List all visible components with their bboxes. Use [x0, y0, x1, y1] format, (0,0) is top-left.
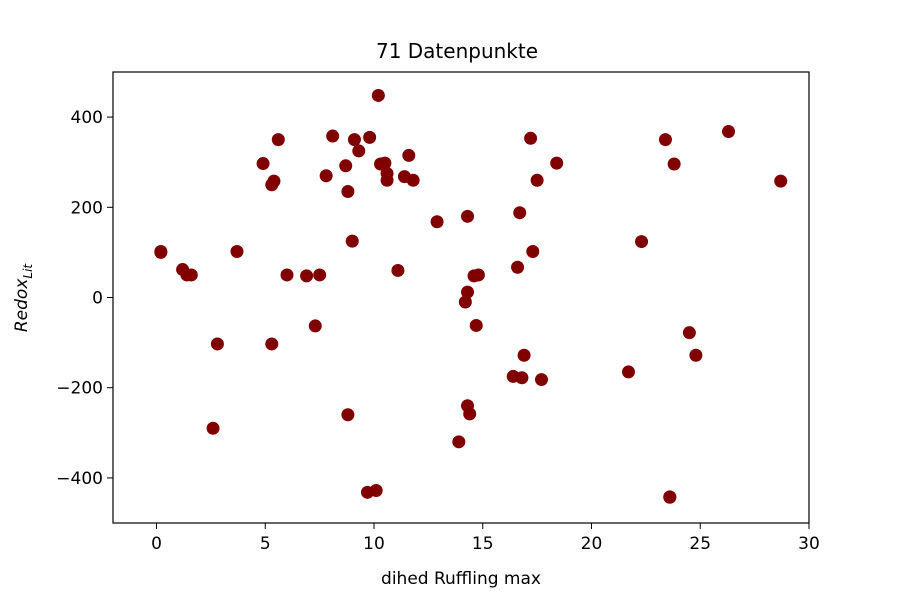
data-point [339, 159, 353, 173]
y-tick-label: −400 [56, 469, 103, 489]
x-axis-ticks: 0 5 10 15 20 25 30 [151, 523, 820, 554]
data-point [452, 435, 466, 449]
data-point [280, 268, 294, 282]
data-point [515, 371, 529, 385]
x-tick-label: 20 [581, 534, 603, 554]
data-point [430, 215, 444, 229]
data-point [319, 169, 333, 183]
data-point [406, 173, 420, 187]
y-tick-label: −200 [56, 379, 103, 399]
y-axis-ticks: −400 −200 0 200 400 [56, 108, 113, 489]
data-point [550, 156, 564, 170]
data-point [471, 268, 485, 282]
data-point [517, 348, 531, 362]
data-point [458, 295, 472, 309]
x-tick-label: 0 [151, 534, 162, 554]
data-point [345, 234, 359, 248]
data-point [230, 244, 244, 258]
data-point [363, 130, 377, 144]
x-tick-label: 15 [472, 534, 494, 554]
data-point [378, 156, 392, 170]
data-point [635, 235, 649, 249]
data-point [341, 408, 355, 422]
data-point [341, 185, 355, 199]
data-point [391, 263, 405, 277]
data-point [461, 209, 475, 223]
y-axis-label-base: Redox [12, 278, 32, 332]
data-point [469, 318, 483, 332]
data-point [347, 133, 361, 147]
data-point [461, 285, 475, 299]
data-point [326, 129, 340, 143]
data-point [265, 337, 279, 351]
data-point [513, 206, 527, 220]
data-point [267, 174, 281, 188]
data-point [184, 268, 198, 282]
data-point [774, 174, 788, 188]
data-point [689, 348, 703, 362]
data-point [511, 260, 525, 274]
data-point [682, 326, 696, 340]
y-axis-label: RedoxLit [12, 263, 35, 333]
data-point [524, 131, 538, 145]
data-point [369, 484, 383, 498]
data-point [210, 337, 224, 351]
data-point [271, 133, 285, 147]
data-point [658, 133, 672, 147]
points-layer [154, 88, 788, 504]
y-tick-label: 0 [92, 289, 103, 309]
data-point [526, 244, 540, 258]
x-tick-label: 30 [798, 534, 820, 554]
data-point [300, 269, 314, 283]
y-tick-label: 400 [71, 108, 103, 128]
x-tick-label: 25 [689, 534, 711, 554]
data-point [402, 148, 416, 162]
data-point [256, 157, 270, 171]
chart-title: 71 Datenpunkte [376, 39, 538, 63]
data-point [380, 173, 394, 187]
data-point [663, 490, 677, 504]
data-point [308, 319, 322, 333]
data-point [621, 365, 635, 379]
data-point [154, 244, 168, 258]
data-point [313, 268, 327, 282]
y-tick-label: 200 [71, 198, 103, 218]
y-axis-label-subscript: Lit [21, 263, 35, 279]
data-point [530, 173, 544, 187]
x-axis-label: dihed Ruffling max [381, 569, 541, 589]
data-point [534, 373, 548, 387]
data-point [352, 144, 366, 158]
data-point [722, 125, 736, 139]
x-tick-label: 10 [363, 534, 385, 554]
data-point [371, 88, 385, 102]
data-point [206, 421, 220, 435]
x-tick-label: 5 [260, 534, 271, 554]
data-point [463, 407, 477, 421]
data-point [667, 157, 681, 171]
